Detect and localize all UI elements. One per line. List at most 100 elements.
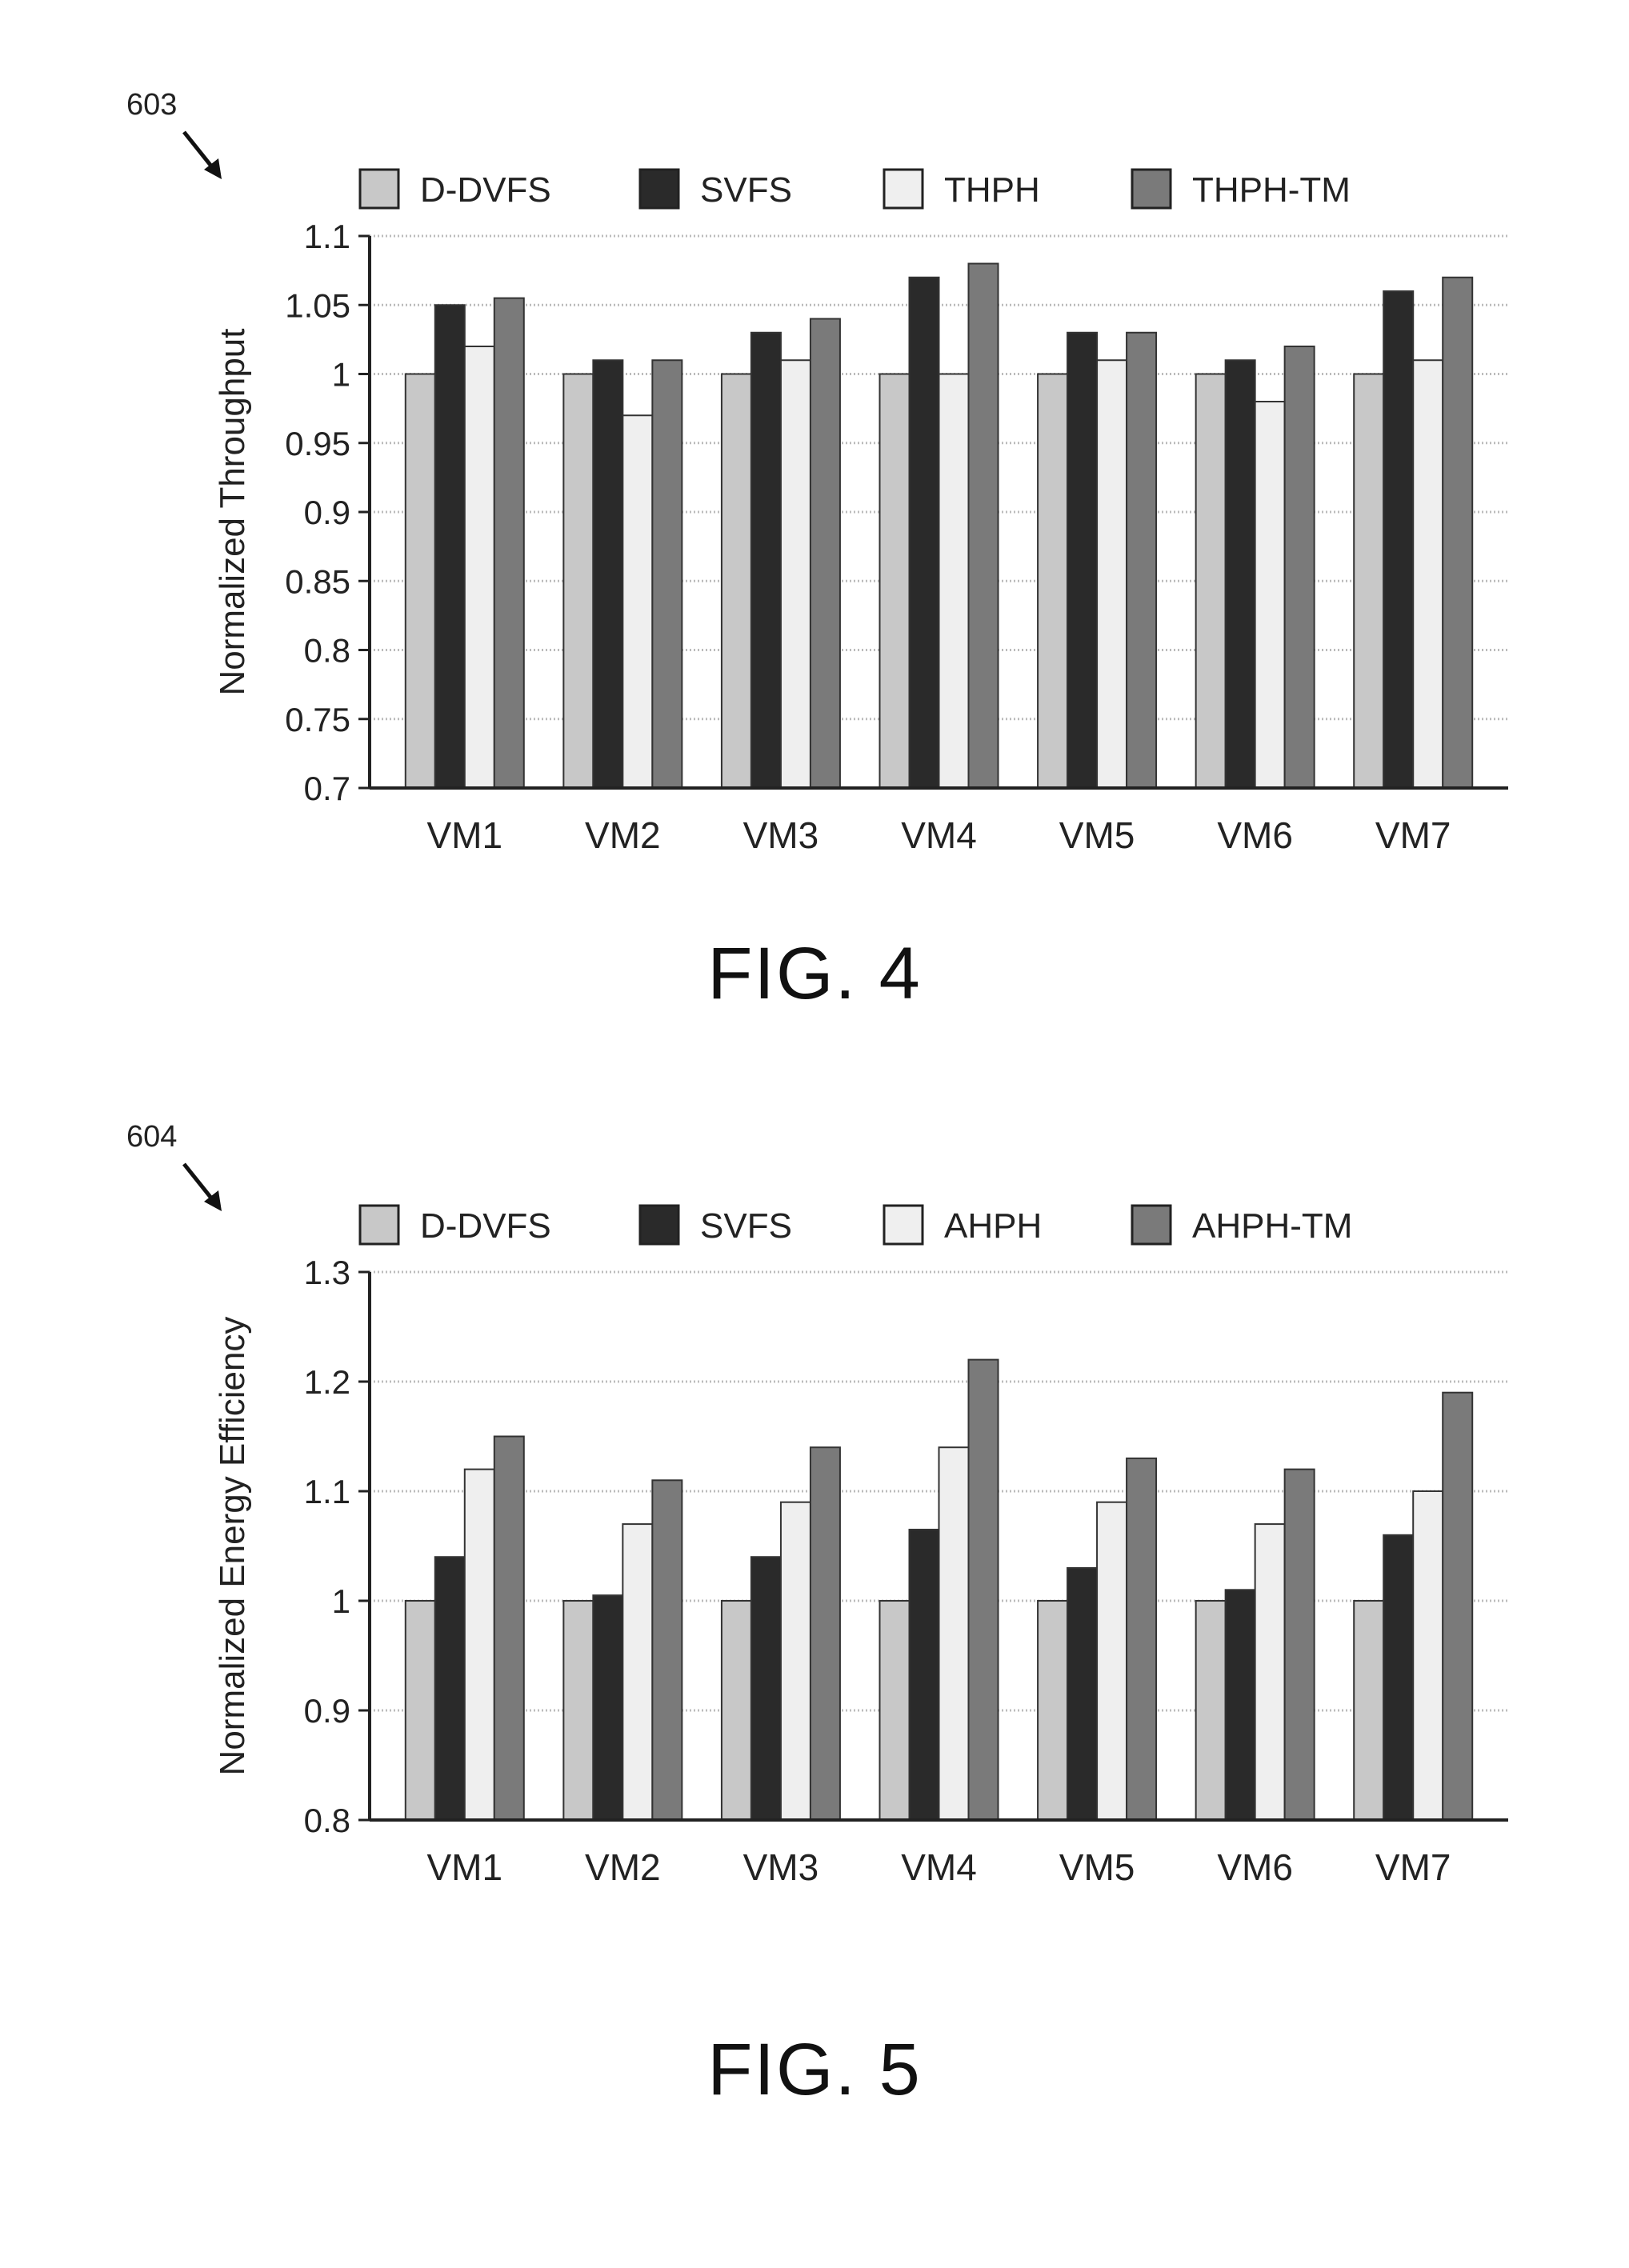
legend-swatch (1132, 1206, 1171, 1244)
x-tick-label: VM1 (426, 1846, 502, 1888)
legend-swatch (360, 1206, 398, 1244)
y-axis-label: Normalized Energy Efficiency (213, 1317, 252, 1776)
bar (465, 1470, 494, 1820)
bar (1226, 1590, 1255, 1820)
bar (652, 360, 682, 788)
legend-label: SVFS (700, 1206, 792, 1246)
bar (1413, 1491, 1443, 1820)
bar (810, 319, 840, 789)
y-tick-label: 1 (332, 356, 350, 394)
x-tick-label: VM4 (901, 814, 977, 856)
y-tick-label: 1.3 (304, 1254, 350, 1291)
bar (1354, 374, 1383, 789)
bar (880, 1601, 910, 1820)
figure-caption: FIG. 5 (0, 2028, 1629, 2112)
legend-swatch (640, 170, 678, 208)
bar (406, 374, 435, 789)
bar (465, 346, 494, 788)
legend-item: AHPH-TM (1132, 1206, 1352, 1246)
y-tick-label: 0.75 (285, 701, 350, 738)
legend-swatch (1132, 170, 1171, 208)
bar (1067, 1568, 1097, 1820)
bar (1354, 1601, 1383, 1820)
bar (1097, 1502, 1127, 1820)
bar (494, 1437, 524, 1821)
y-tick-label: 1.2 (304, 1363, 350, 1401)
bar (880, 374, 910, 789)
bar (563, 1601, 593, 1820)
bar (1255, 1524, 1285, 1820)
y-tick-label: 0.95 (285, 425, 350, 462)
legend-item: D-DVFS (360, 1206, 551, 1246)
x-tick-label: VM3 (743, 1846, 819, 1888)
legend-item: SVFS (640, 170, 792, 210)
energy-efficiency-bar-chart: D-DVFSSVFSAHPHAHPH-TMVM1VM2VM3VM4VM5VM6V… (0, 1184, 1629, 1984)
x-tick-label: VM6 (1217, 814, 1293, 856)
bar (1097, 360, 1127, 788)
bar (1443, 278, 1472, 788)
bar (722, 374, 751, 789)
figure-caption: FIG. 4 (0, 932, 1629, 1016)
bar (939, 374, 969, 789)
bar (652, 1480, 682, 1820)
bar (751, 333, 781, 788)
legend-label: THPH (944, 170, 1040, 210)
legend-item: THPH (884, 170, 1040, 210)
bar (781, 360, 810, 788)
bar (622, 1524, 652, 1820)
bar (1285, 346, 1315, 788)
y-tick-label: 0.9 (304, 494, 350, 531)
bar (1383, 1535, 1413, 1820)
x-tick-label: VM2 (585, 1846, 661, 1888)
x-tick-label: VM6 (1217, 1846, 1293, 1888)
y-tick-label: 0.8 (304, 1802, 350, 1839)
x-tick-label: VM5 (1059, 1846, 1135, 1888)
bar (910, 1530, 939, 1820)
y-tick-label: 0.7 (304, 770, 350, 807)
legend-swatch (640, 1206, 678, 1244)
legend-label: SVFS (700, 170, 792, 210)
bar (563, 374, 593, 789)
x-tick-label: VM4 (901, 1846, 977, 1888)
legend-swatch (884, 1206, 923, 1244)
bar (435, 305, 465, 788)
bar (1038, 374, 1067, 789)
x-tick-label: VM7 (1375, 814, 1451, 856)
bar (1127, 1458, 1156, 1820)
y-tick-label: 1.05 (285, 286, 350, 324)
bar (1226, 360, 1255, 788)
bar (435, 1557, 465, 1820)
bar (1067, 333, 1097, 788)
y-tick-label: 0.85 (285, 562, 350, 600)
bar (722, 1601, 751, 1820)
y-tick-label: 0.8 (304, 632, 350, 670)
bar (781, 1502, 810, 1820)
bar (1285, 1470, 1315, 1820)
bar (1127, 333, 1156, 788)
bar (1038, 1601, 1067, 1820)
y-tick-label: 1 (332, 1582, 350, 1620)
x-tick-label: VM3 (743, 814, 819, 856)
reference-number: 604 (126, 1120, 177, 1154)
bar (494, 298, 524, 788)
bar (593, 1595, 622, 1820)
bar (593, 360, 622, 788)
y-tick-label: 1.1 (304, 218, 350, 255)
bar (1443, 1393, 1472, 1820)
bar (969, 1360, 999, 1820)
legend-item: D-DVFS (360, 170, 551, 210)
reference-number: 603 (126, 88, 177, 122)
x-tick-label: VM2 (585, 814, 661, 856)
legend-swatch (884, 170, 923, 208)
bar (939, 1447, 969, 1820)
bar (1255, 402, 1285, 788)
x-tick-label: VM7 (1375, 1846, 1451, 1888)
x-tick-label: VM1 (426, 814, 502, 856)
bar (622, 415, 652, 788)
x-tick-label: VM5 (1059, 814, 1135, 856)
y-axis-label: Normalized Throughput (213, 329, 252, 696)
bar (910, 278, 939, 788)
y-tick-label: 0.9 (304, 1692, 350, 1730)
legend-label: D-DVFS (420, 1206, 551, 1246)
legend-label: THPH-TM (1192, 170, 1351, 210)
